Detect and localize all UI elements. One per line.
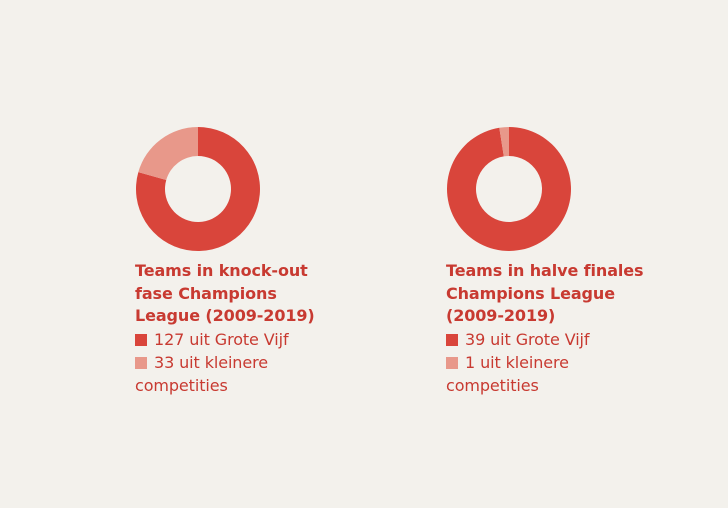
chart-knockout: Teams in knock-out fase Champions League… xyxy=(135,126,335,397)
donut-slice-minor xyxy=(499,127,509,157)
chart-title: Teams in knock-out fase Champions League… xyxy=(135,261,315,325)
chart-title: Teams in halve finales Champions League … xyxy=(446,261,644,325)
legend-item-major: 127 uit Grote Vijf xyxy=(135,328,335,351)
chart-semifinals: Teams in halve finales Champions League … xyxy=(446,126,646,397)
donut-slice-major xyxy=(136,127,260,251)
legend-label-minor: 33 uit kleinere competities xyxy=(135,352,268,395)
legend-label-minor: 1 uit kleinere competities xyxy=(446,352,569,395)
legend-label-major: 127 uit Grote Vijf xyxy=(154,329,289,349)
legend-swatch-minor xyxy=(446,356,458,369)
donut-slice-minor xyxy=(138,127,198,181)
donut-chart-semifinals xyxy=(447,127,571,252)
legend-item-minor: 33 uit kleinere competities xyxy=(135,351,335,397)
donut-chart-knockout xyxy=(136,127,260,251)
legend-item-major: 39 uit Grote Vijf xyxy=(446,328,646,351)
donut-slice-major xyxy=(447,127,571,252)
legend: 127 uit Grote Vijf 33 uit kleinere compe… xyxy=(135,328,335,397)
legend: 39 uit Grote Vijf 1 uit kleinere competi… xyxy=(446,328,646,397)
legend-swatch-major xyxy=(446,333,458,346)
legend-item-minor: 1 uit kleinere competities xyxy=(446,351,646,397)
legend-swatch-minor xyxy=(135,356,147,369)
legend-swatch-major xyxy=(135,333,147,346)
legend-label-major: 39 uit Grote Vijf xyxy=(465,329,590,349)
